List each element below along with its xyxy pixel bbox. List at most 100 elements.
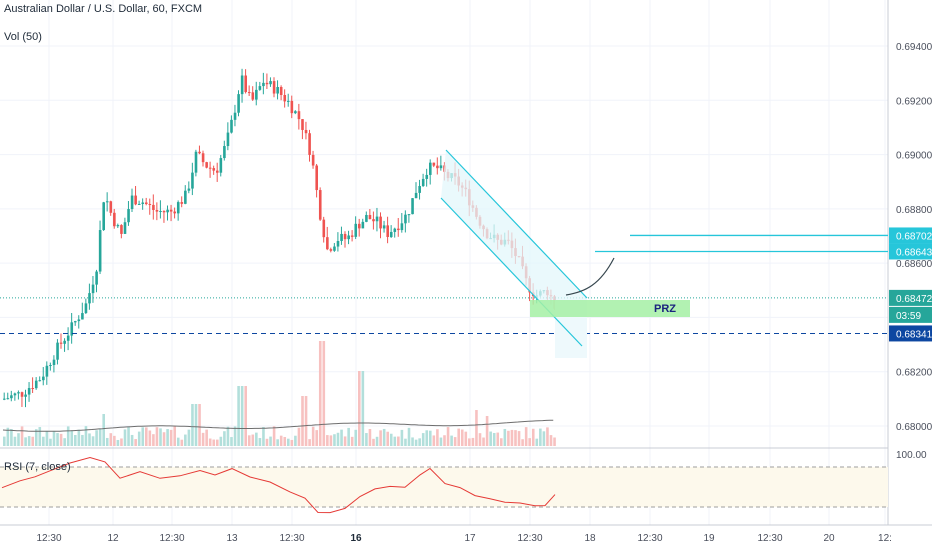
volume-bar [3,436,6,446]
volume-bar [361,371,365,446]
volume-bar [159,428,162,446]
candle-body [240,75,244,95]
volume-bar [546,427,549,446]
price-tick-label: 0.68800 [896,205,932,216]
rsi-pane [0,456,888,514]
candle-body [318,190,322,220]
volume-bar [24,437,27,446]
time-tick-label: 18 [584,533,596,544]
volume-bar [265,438,269,446]
volume-bar [432,435,436,446]
price-tick-label: 0.68200 [896,368,932,379]
volume-bar [13,436,17,446]
candle-body [411,198,414,215]
candle-body [194,151,198,173]
time-tick-label: 12:30 [757,533,782,544]
volume-bar [517,431,521,446]
volume-bar [386,431,389,446]
volume-bar [216,439,219,446]
price-tag: 0.68702 [896,231,932,242]
time-tick-label: 12:30 [517,533,542,544]
candle-body [31,388,34,390]
candle-body [315,165,318,191]
volume-bar [49,438,52,446]
time-axis: 12:30 12 12:30 13 12:30 16 17 12:30 18 12:30 19 12:… [36,533,891,544]
volume-bar [468,438,471,446]
candle-body [244,75,247,93]
candle-body [350,235,354,237]
candle-body [159,211,162,213]
volume-bar [219,436,223,446]
candle-body [116,225,120,227]
chart-drawings[interactable]: PRZ [0,149,888,358]
candle-body [49,365,52,367]
candle-body [247,92,251,94]
time-tick-label: 19 [703,533,715,544]
price-axis: 0.69400 0.69200 0.69000 0.68800 0.68600 0.684… [889,42,932,461]
volume-bar [194,404,198,446]
volume-bar [255,432,258,446]
candle-body [102,202,105,231]
projected-path [565,257,615,296]
candle-body [372,219,375,222]
candle-body [219,158,223,173]
volume-bar [269,436,272,446]
volume-bar [134,439,137,446]
volume-bar [453,437,457,446]
volume-bar [315,430,318,446]
volume-bar [489,431,492,446]
candle-body [113,212,116,227]
time-tick-label: 20 [823,533,835,544]
candle-body [382,225,386,229]
candle-body [343,233,347,240]
time-tick-label: 12:30 [279,533,304,544]
candle-body [297,111,301,120]
volume-bar [6,427,10,446]
volume-bar [389,433,393,446]
volume-bar [507,430,510,446]
volume-bar [308,439,311,446]
volume-bar [290,439,294,446]
volume-bar [336,432,340,446]
volume-bar [287,438,290,446]
volume-bar [393,436,397,446]
candle-body [52,359,56,366]
candle-body [120,225,123,234]
candle-body [407,214,411,216]
volume-bar [45,430,49,446]
volume-bar [113,435,116,446]
candle-body [429,162,432,175]
volume-bar [262,427,265,446]
candle-body [70,322,74,336]
volume-bar [162,432,166,446]
candle-body [17,392,20,394]
candle-body [205,162,208,168]
volume-bar [258,438,262,446]
volume-bar [521,439,524,446]
volume-bar [56,433,59,446]
time-tick-label: 12:30 [159,533,184,544]
candle-body [42,376,45,381]
volume-bar [169,429,173,446]
volume-bar [414,439,418,446]
candle-body [265,82,269,85]
grid [0,0,932,526]
candle-body [155,209,159,212]
volume-bar [350,436,354,446]
volume-bar [88,433,91,446]
volume-bar [340,429,343,446]
volume-bar [514,430,517,446]
volume-moving-average [2,419,554,432]
volume-indicator-label[interactable]: Vol (50) [4,31,42,43]
volume-bar [180,439,184,446]
candle-body [226,132,230,147]
candle-body [311,154,315,166]
volume-bar [365,433,368,446]
rsi-indicator-label[interactable]: RSI (7, close) [4,461,71,473]
candle-body [336,241,340,247]
candle-body [91,284,95,294]
candle-body [439,165,443,169]
volume-bar [272,426,276,446]
candle-body [375,216,379,222]
volume-bar [283,436,287,446]
